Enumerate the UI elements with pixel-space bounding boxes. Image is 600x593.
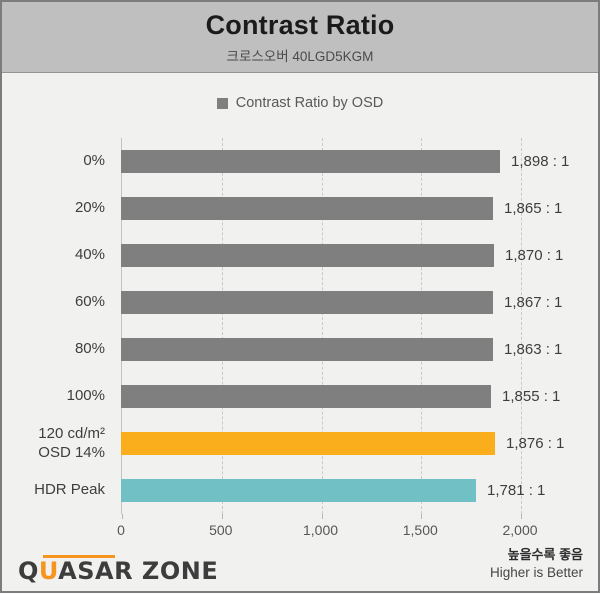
bar	[121, 479, 476, 502]
category-label: 20%	[74, 199, 105, 217]
note-english: Higher is Better	[489, 565, 583, 581]
bar	[121, 432, 495, 455]
bar	[121, 197, 493, 220]
gridline	[321, 138, 323, 514]
bar	[121, 385, 491, 408]
value-label: 1,865 : 1	[504, 200, 563, 217]
value-label: 1,870 : 1	[505, 247, 564, 264]
value-label: 1,876 : 1	[506, 435, 565, 452]
gridline	[221, 138, 223, 514]
logo-text-rest: ASAR ZONE	[58, 557, 219, 585]
bar	[121, 150, 500, 173]
axis-tick	[521, 514, 522, 519]
x-tick-label: 500	[209, 522, 233, 538]
x-tick-label: 1,500	[402, 522, 438, 538]
chart-row: 80% 1,863 : 1	[2, 326, 598, 373]
bar-chart: 0% 1,898 : 1 20% 1,865 : 1 40% 1,870 : 1 60% 1,…	[2, 138, 598, 543]
chart-legend: Contrast Ratio by OSD	[2, 94, 598, 112]
chart-row: HDR Peak 1,781 : 1	[2, 467, 598, 514]
chart-row: 60% 1,867 : 1	[2, 279, 598, 326]
bar	[121, 291, 493, 314]
x-axis-labels: 0 500 1,000 1,500 2,000	[117, 522, 537, 540]
category-label: HDR Peak	[34, 481, 105, 499]
gridline	[421, 138, 423, 514]
gridline	[521, 138, 522, 514]
axis-tick	[122, 514, 123, 519]
legend-swatch-icon	[216, 97, 228, 109]
higher-is-better-note: 높을수록 좋음 Higher is Better	[490, 546, 583, 583]
chart-row: 100% 1,855 : 1	[2, 373, 598, 420]
logo-text-q: Q	[18, 557, 39, 585]
category-label: 100%	[66, 387, 105, 405]
chart-footer: QUASAR ZONE 높을수록 좋음 Higher is Better	[18, 546, 583, 583]
plot-grid	[121, 138, 522, 519]
note-korean: 높을수록 좋음	[507, 546, 583, 562]
chart-rows: 0% 1,898 : 1 20% 1,865 : 1 40% 1,870 : 1 60% 1,…	[2, 138, 598, 514]
bar	[121, 338, 493, 361]
category-label: 0%	[83, 152, 105, 170]
legend-label: Contrast Ratio by OSD	[235, 95, 384, 111]
bar	[121, 244, 494, 267]
page-subtitle: 크로스오버 40LGD5KGM	[226, 49, 374, 64]
chart-header: Contrast Ratio 크로스오버 40LGD5KGM	[2, 2, 598, 73]
chart-row: 0% 1,898 : 1	[2, 138, 598, 185]
chart-row: 40% 1,870 : 1	[2, 232, 598, 279]
category-label: 60%	[74, 293, 105, 311]
value-label: 1,898 : 1	[511, 153, 570, 170]
page-title: Contrast Ratio	[205, 10, 395, 40]
category-label: 120 cd/m² OSD 14%	[38, 424, 105, 461]
value-label: 1,867 : 1	[504, 294, 563, 311]
chart-row: 20% 1,865 : 1	[2, 185, 598, 232]
category-label: 40%	[74, 246, 105, 264]
value-label: 1,855 : 1	[502, 388, 561, 405]
axis-tick	[421, 514, 423, 519]
value-label: 1,863 : 1	[504, 341, 563, 358]
chart-row: 120 cd/m² OSD 14% 1,876 : 1	[2, 420, 598, 467]
x-tick-label: 1,000	[302, 522, 339, 538]
x-tick-label: 2,000	[502, 522, 538, 538]
value-label: 1,781 : 1	[487, 482, 546, 499]
axis-tick	[321, 514, 323, 519]
logo-text-u: U	[38, 557, 59, 585]
quasarzone-logo: QUASAR ZONE	[18, 554, 218, 583]
logo-accent-bar	[43, 555, 115, 558]
category-label: 80%	[74, 340, 105, 358]
x-tick-label: 0	[117, 522, 125, 538]
axis-tick	[221, 514, 223, 519]
